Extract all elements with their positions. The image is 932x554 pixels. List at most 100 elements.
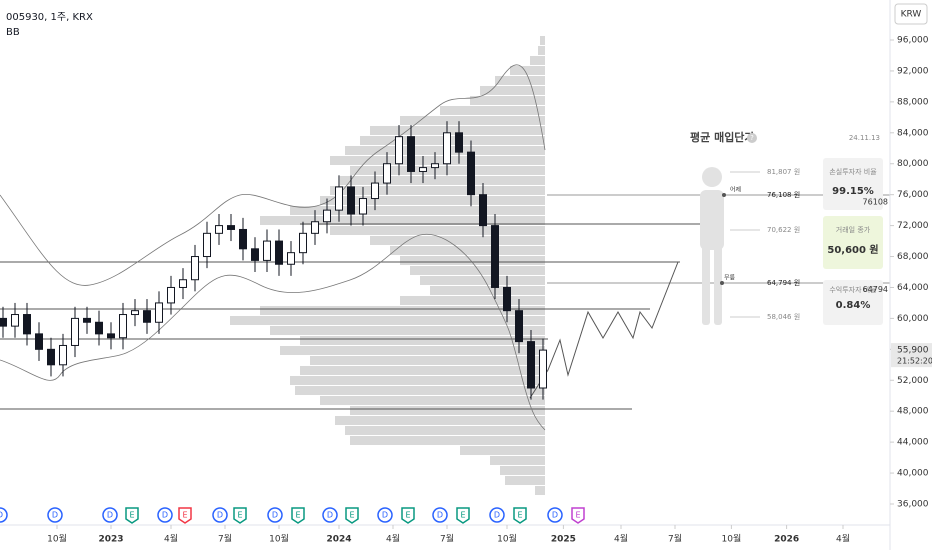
event-label: E	[575, 511, 580, 520]
candle-body	[143, 310, 152, 323]
candle-body	[323, 209, 332, 223]
candle-body	[227, 225, 236, 230]
event-marker	[571, 507, 585, 524]
candle-body	[371, 182, 380, 200]
panel-date: 24.11.13	[849, 134, 880, 142]
event-marker	[322, 507, 338, 523]
candle-body	[467, 151, 476, 196]
x-tick-label: 7월	[218, 533, 232, 545]
x-tick-label: 10월	[722, 533, 742, 545]
profit-value: 0.84%	[836, 300, 871, 311]
candle-body	[47, 348, 56, 366]
event-label: D	[107, 511, 113, 520]
event-marker	[125, 507, 139, 524]
event-marker	[102, 507, 118, 523]
y-tick-label: 72,000	[897, 221, 929, 231]
x-tick-label: 7월	[668, 533, 682, 545]
event-label: D	[272, 511, 278, 520]
event-marker	[267, 507, 283, 523]
event-label: E	[349, 511, 354, 520]
event-marker	[345, 507, 359, 524]
candle-body	[71, 317, 80, 346]
candle-body	[83, 317, 92, 323]
candle-body	[167, 286, 176, 304]
volume-profile	[230, 36, 545, 495]
candle-body	[179, 279, 188, 288]
candle-body	[287, 252, 296, 265]
y-tick-label: 88,000	[897, 97, 929, 107]
x-tick-label: 10월	[47, 533, 67, 545]
candle-body	[275, 240, 284, 265]
candle-body	[191, 256, 200, 281]
event-marker	[212, 507, 228, 523]
event-label: E	[129, 511, 134, 520]
candle-body	[419, 167, 428, 172]
panel-title: 평균 매입단가	[690, 130, 755, 144]
x-tick-label: 2026	[774, 535, 799, 545]
loss-value: 99.15%	[832, 186, 874, 197]
y-tick-label: 36,000	[897, 500, 929, 510]
price-tag-label: 55,900	[897, 346, 929, 356]
event-marker	[0, 507, 8, 523]
event-marker	[233, 507, 247, 524]
event-label: D	[0, 511, 3, 520]
event-marker	[489, 507, 505, 523]
event-label: E	[182, 511, 187, 520]
level: 81,807 원	[767, 167, 800, 176]
candle-body	[251, 248, 260, 261]
event-label: D	[162, 511, 168, 520]
candle-body	[299, 232, 308, 254]
x-tick-label: 4월	[164, 533, 178, 545]
event-label: E	[295, 511, 300, 520]
x-tick-label: 2024	[326, 535, 351, 545]
level: 70,622 원	[767, 225, 800, 234]
symbol: 005930, 1주, KRX	[6, 12, 93, 23]
drawings	[0, 64, 890, 431]
indicator: BB	[6, 27, 20, 38]
candle-body	[107, 333, 116, 339]
level: 76,108 원	[767, 190, 800, 199]
x-tick-label: 10월	[269, 533, 289, 545]
x-tick-label: 4월	[836, 533, 850, 545]
candle-body	[11, 314, 20, 327]
event-marker	[456, 507, 470, 524]
close-label: 거래일 종가	[836, 225, 871, 234]
event-label: D	[552, 511, 558, 520]
candle-body	[0, 317, 8, 327]
candle-body	[491, 225, 500, 288]
event-label: D	[217, 511, 223, 520]
candle-body	[23, 314, 32, 335]
y-tick-label: 80,000	[897, 159, 929, 169]
event-marker	[291, 507, 305, 524]
candle-body	[239, 228, 248, 250]
x-tick-label: 10월	[497, 533, 517, 545]
candle-body	[359, 198, 368, 215]
y-tick-label: 96,000	[897, 36, 929, 46]
tag: 어제	[730, 186, 741, 194]
candle-body	[263, 240, 272, 261]
candle-body	[347, 186, 356, 215]
y-tick-label: 84,000	[897, 128, 929, 138]
y-tick-label: 52,000	[897, 376, 929, 386]
event-marker	[178, 507, 192, 524]
candle-body	[95, 321, 104, 335]
event-marker	[377, 507, 393, 523]
loss-label: 손실투자자 비율	[829, 167, 877, 176]
candle-body	[503, 286, 512, 312]
currency-box[interactable]	[894, 3, 928, 25]
event-label: D	[327, 511, 333, 520]
y-tick-label: 76,000	[897, 190, 929, 200]
x-tick-label: 7월	[440, 533, 454, 545]
candle-body	[35, 333, 44, 350]
candle-body	[155, 302, 164, 323]
candle-body	[407, 136, 416, 172]
candle-body	[311, 221, 320, 234]
candle-body	[539, 349, 548, 389]
candle-body	[119, 314, 128, 339]
currency[interactable]: KRW	[901, 10, 922, 20]
event-label: E	[237, 511, 242, 520]
level-label: 64794	[863, 285, 888, 294]
close-value: 50,600 원	[827, 243, 878, 256]
x-tick-label: 2023	[98, 535, 123, 545]
